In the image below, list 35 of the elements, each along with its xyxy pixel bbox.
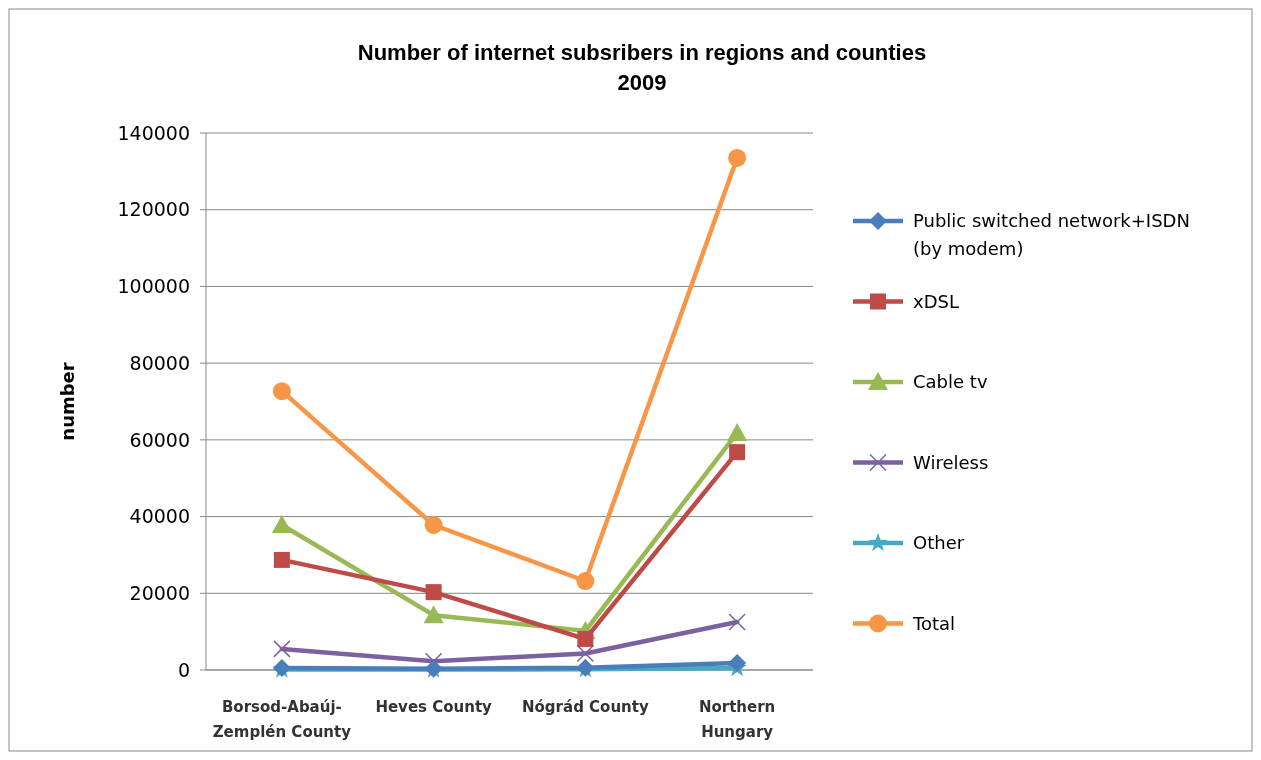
legend-label: Cable tv xyxy=(913,371,988,393)
point xyxy=(728,148,747,167)
point xyxy=(577,630,594,647)
legend-label: Wireless xyxy=(913,451,989,473)
point xyxy=(272,382,291,401)
legend-label: Total xyxy=(912,612,956,634)
legend-label: xDSL xyxy=(913,290,959,312)
y-tick-label: 40000 xyxy=(129,505,190,528)
point xyxy=(728,613,746,631)
x-tick-label: Borsod-Abaúj-Zemplén County xyxy=(212,698,352,741)
y-tick-label: 80000 xyxy=(129,351,190,374)
y-tick-label: 60000 xyxy=(129,428,190,451)
x-tick-label: Heves County xyxy=(375,698,493,716)
y-axis-title: number xyxy=(57,362,78,441)
point xyxy=(424,516,443,535)
chart-title: Number of internet subsribers in regions and counties 2009 xyxy=(357,40,927,95)
y-tick-label: 0 xyxy=(177,658,190,681)
point xyxy=(728,654,747,673)
point xyxy=(423,605,444,624)
point xyxy=(576,572,595,591)
point xyxy=(273,551,290,568)
y-tick-label: 120000 xyxy=(117,198,190,221)
point xyxy=(273,640,291,658)
y-tick-label: 20000 xyxy=(129,581,190,604)
point xyxy=(727,422,748,441)
x-tick-label: Nógrád County xyxy=(522,698,649,716)
point xyxy=(576,644,595,663)
y-tick-label: 140000 xyxy=(117,121,190,144)
y-tick-label: 100000 xyxy=(117,275,190,298)
legend-label: Public switched network+ISDN (by modem) xyxy=(913,210,1190,260)
x-tick-label: Northern Hungary xyxy=(698,698,776,741)
point xyxy=(425,584,442,601)
point xyxy=(271,515,292,534)
point xyxy=(729,444,746,461)
legend-label: Other xyxy=(913,532,965,554)
